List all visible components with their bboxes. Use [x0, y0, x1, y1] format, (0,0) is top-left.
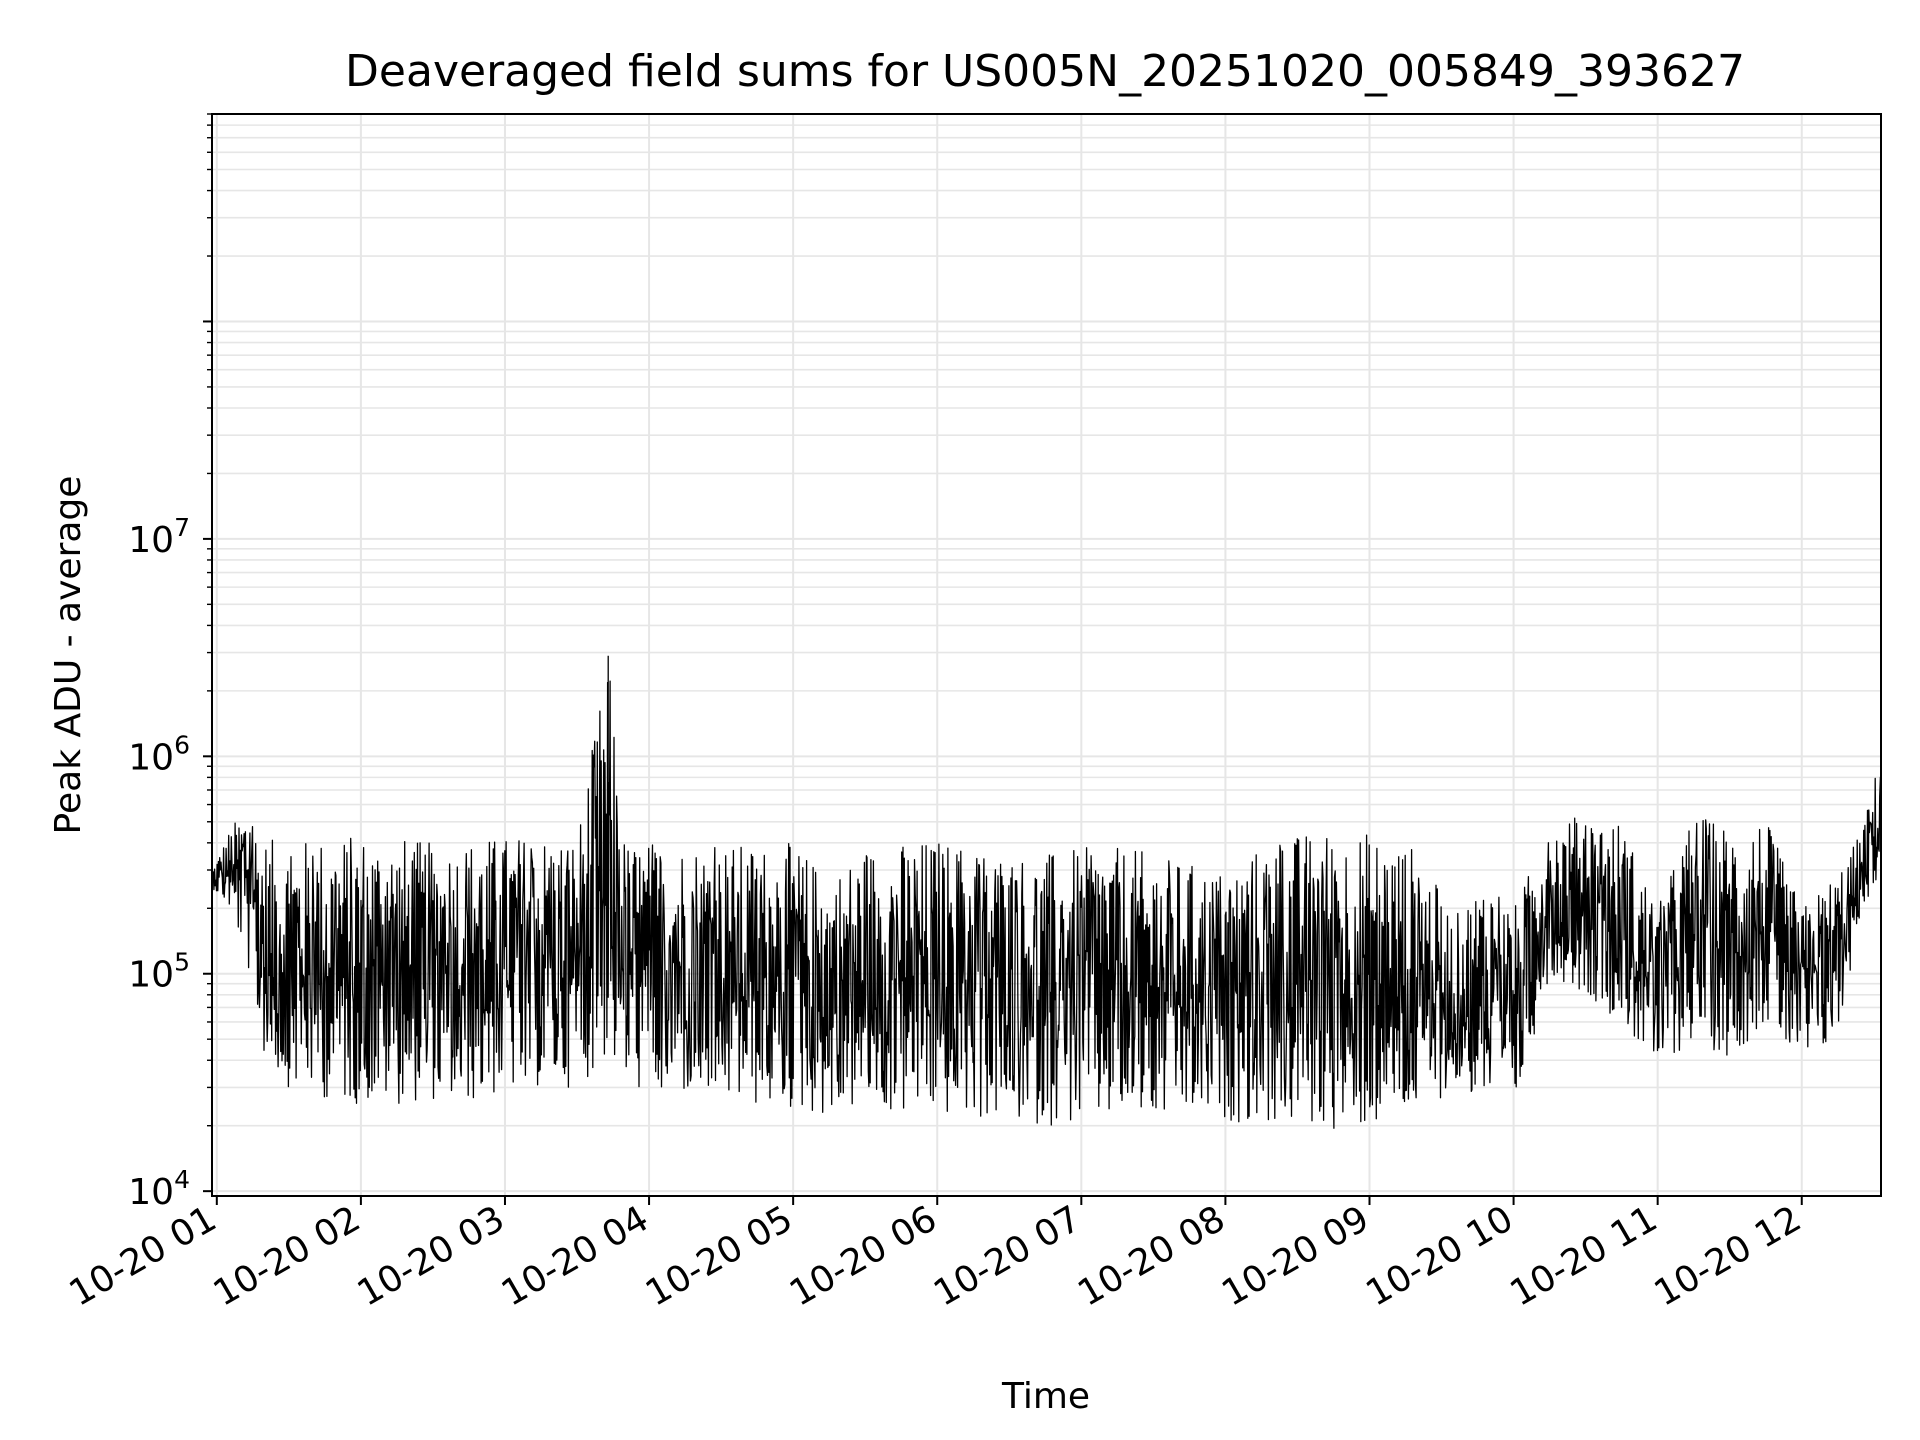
x-tick-label: 10-20 02: [207, 1198, 368, 1314]
y-tick-label: 104: [128, 1165, 190, 1213]
x-tick-label: 10-20 09: [1215, 1198, 1376, 1314]
x-axis-label: Time: [1001, 1376, 1090, 1417]
series-line: [211, 655, 1882, 1129]
x-tick-label: 10-20 03: [351, 1198, 512, 1314]
y-tick-label: 105: [128, 948, 190, 996]
x-tick-label: 10-20 08: [1071, 1198, 1232, 1314]
x-tick-label: 10-20 07: [927, 1198, 1088, 1314]
series-path: [211, 655, 1882, 1129]
plot-frame: [211, 113, 1882, 1197]
y-tick-label: 107: [128, 513, 190, 561]
x-tick-label: 10-20 11: [1503, 1198, 1664, 1314]
x-tick-label: 10-20 10: [1359, 1198, 1520, 1314]
x-tick-label: 10-20 04: [495, 1198, 656, 1314]
y-tick-label: 106: [128, 730, 190, 778]
chart-title: Deaveraged field sums for US005N_2025102…: [345, 46, 1745, 97]
x-tick-label: 10-20 12: [1648, 1198, 1809, 1314]
grid: [212, 113, 1881, 1196]
x-tick-label: 10-20 01: [63, 1198, 224, 1314]
x-tick-label: 10-20 06: [783, 1198, 944, 1314]
y-axis-label: Peak ADU - average: [48, 476, 89, 835]
x-tick-label: 10-20 05: [639, 1198, 800, 1314]
y-axis: 104 105 106 107: [128, 113, 212, 1213]
